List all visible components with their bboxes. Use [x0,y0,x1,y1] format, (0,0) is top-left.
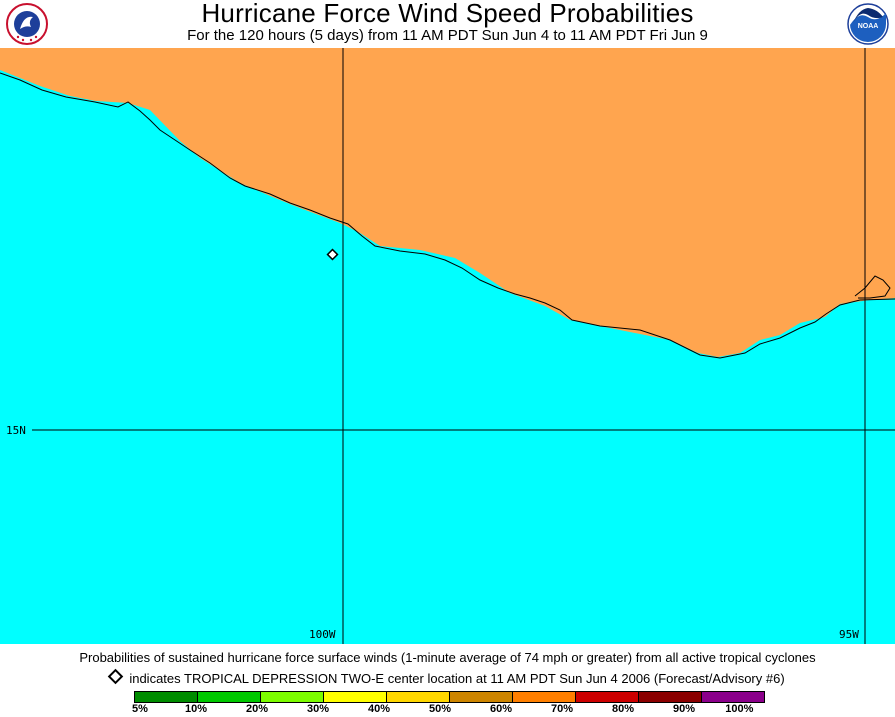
scale-label: 60% [489,703,513,715]
scale-label: 10% [184,703,208,715]
probability-scale-labels: 5% 10% 20% 30% 40% 50% 60% 70% 80% 90% 100% [0,703,895,717]
scale-swatch [197,691,261,703]
footer-marker-note: indicates TROPICAL DEPRESSION TWO-E cent… [0,668,895,686]
scale-label: 80% [611,703,635,715]
coastline-inlet [854,275,891,299]
header: Hurricane Force Wind Speed Probabilities… [0,0,895,48]
lat-label-15n: 15N [6,424,26,437]
marker-note-text: indicates TROPICAL DEPRESSION TWO-E cent… [129,671,785,686]
lon-label-95w: 95W [839,628,859,641]
svg-text:NOAA: NOAA [858,23,879,30]
scale-label: 50% [428,703,452,715]
scale-label: 5% [132,703,148,715]
scale-label: 20% [245,703,269,715]
scale-label: 90% [672,703,696,715]
scale-label: 70% [550,703,574,715]
scale-swatch [701,691,765,703]
footer-description: Probabilities of sustained hurricane for… [79,650,816,665]
scale-label: 30% [306,703,330,715]
page-title: Hurricane Force Wind Speed Probabilities [201,0,694,28]
land-mexico [0,48,895,357]
map-canvas [0,48,895,644]
coastline [0,72,895,359]
probability-scale [134,691,765,703]
noaa-logo-icon: NOAA [847,3,889,45]
scale-label: 100% [725,703,754,715]
scale-swatch [512,691,576,703]
nws-logo-icon [6,3,48,45]
lon-label-100w: 100W [309,628,336,641]
diamond-icon [108,668,124,685]
scale-label: 40% [367,703,391,715]
scale-swatch [323,691,387,703]
page-subtitle: For the 120 hours (5 days) from 11 AM PD… [187,27,708,44]
scale-swatch [134,691,198,703]
scale-swatch [449,691,513,703]
scale-swatch [638,691,702,703]
scale-swatch [575,691,639,703]
probability-map: 15N 100W 95W [0,48,895,644]
scale-swatch [386,691,450,703]
storm-center-diamond-icon [326,248,339,261]
footer: Probabilities of sustained hurricane for… [0,644,895,716]
scale-swatch [260,691,324,703]
